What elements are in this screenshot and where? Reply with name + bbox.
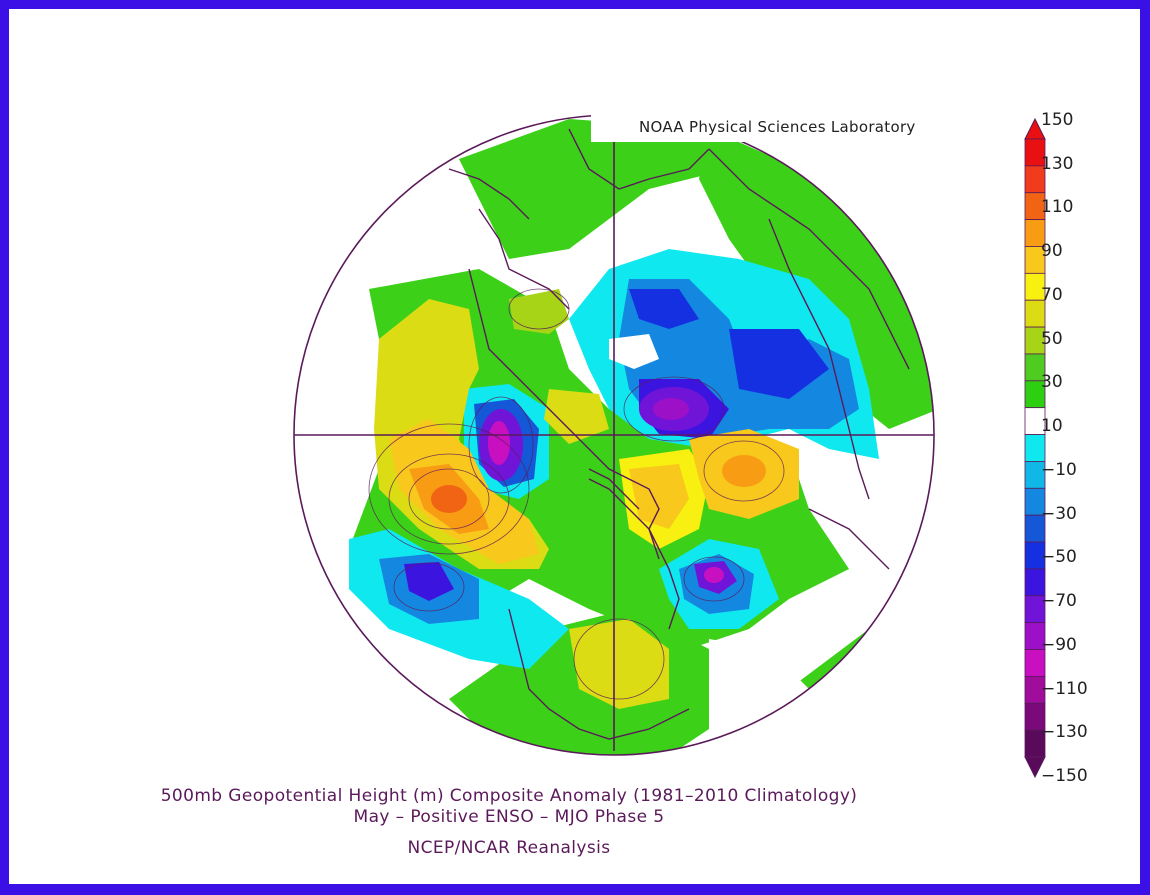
colorbar-label: 50: [1041, 328, 1063, 349]
colorbar-label: −130: [1041, 722, 1088, 743]
coastlines: [448, 128, 910, 740]
colorbar-label: 90: [1041, 241, 1063, 262]
colorbar-label: −10: [1041, 459, 1077, 480]
colorbar-label: −70: [1041, 591, 1077, 612]
anomaly-field: [309, 119, 934, 755]
colorbar-swatch: [1024, 434, 1046, 462]
contour-lines: [368, 288, 785, 700]
credit-text: NOAA Physical Sciences Laboratory: [639, 118, 916, 136]
colorbar-label: −150: [1041, 766, 1088, 786]
colorbar-label: 70: [1041, 284, 1063, 305]
colorbar-label: 10: [1041, 416, 1063, 437]
colorbar-label: 130: [1041, 153, 1074, 174]
colorbar-label: 150: [1041, 110, 1074, 130]
colorbar-label: −30: [1041, 503, 1077, 524]
colorbar-label: 110: [1041, 197, 1074, 218]
colorbar-label: 30: [1041, 372, 1063, 393]
colorbar-label: −50: [1041, 547, 1077, 568]
colorbar-label: −110: [1041, 678, 1088, 699]
title-line-2: May – Positive ENSO – MJO Phase 5: [353, 807, 665, 827]
plot-frame: NOAA Physical Sciences Laboratory 500mb …: [9, 9, 1140, 884]
colorbar-bottom-arrow: [1024, 756, 1046, 779]
colorbar-label: −90: [1041, 634, 1077, 655]
colorbar: [1024, 117, 1046, 779]
title-line-3: NCEP/NCAR Reanalysis: [407, 838, 611, 858]
credit-box: NOAA Physical Sciences Laboratory: [591, 114, 931, 142]
polar-map: [293, 114, 1046, 779]
title-line-1: 500mb Geopotential Height (m) Composite …: [160, 786, 858, 806]
